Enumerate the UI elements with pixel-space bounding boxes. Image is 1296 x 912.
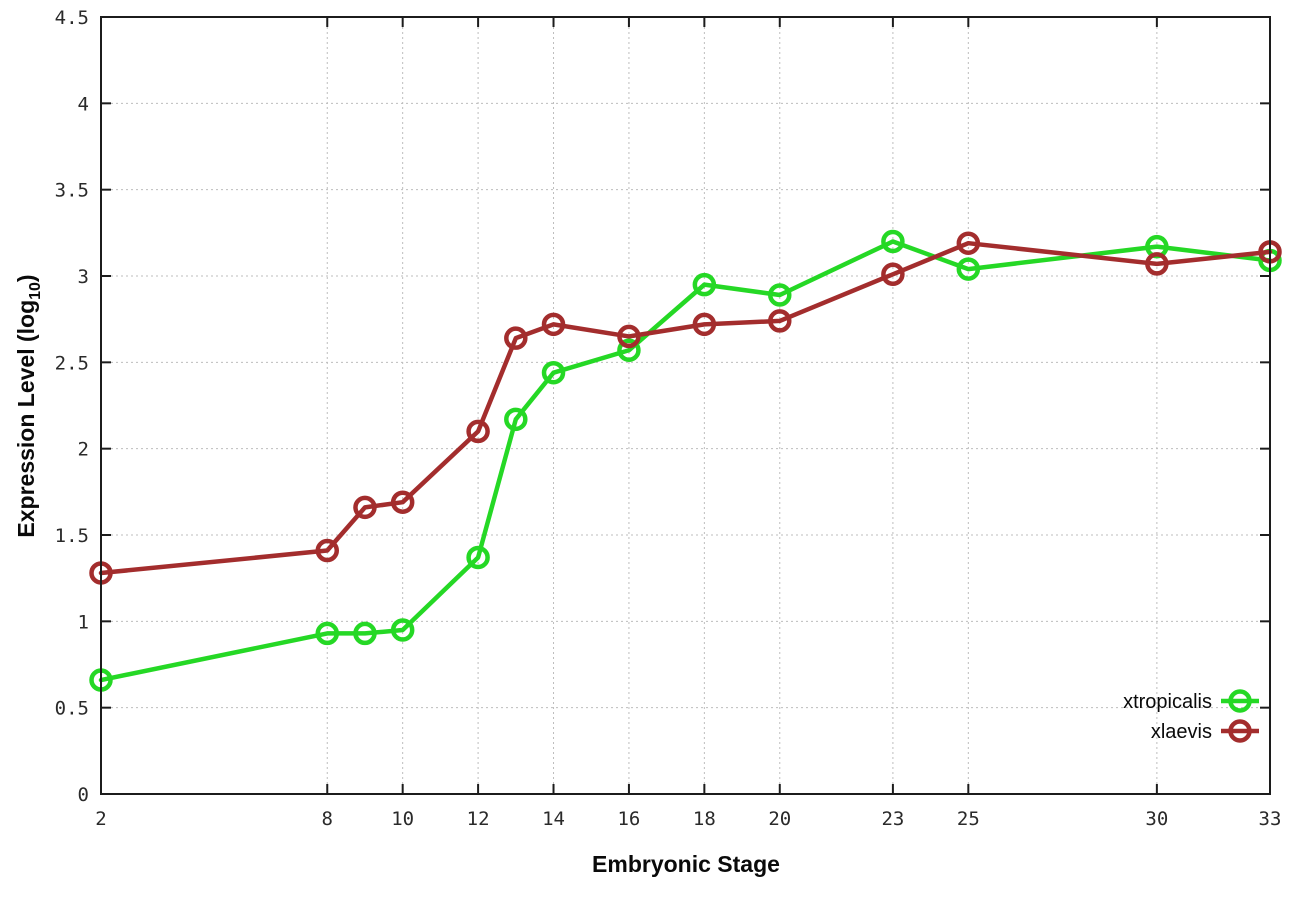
series-line-xtropicalis [98,239,1273,683]
data-point-xtropicalis [541,360,566,385]
x-tick-label: 10 [391,808,414,830]
legend-marker-xlaevis [1228,719,1252,743]
x-tick-label: 30 [1145,808,1168,830]
tick-label-layer: 2 8 10 12 14 16 18 20 23 25 30 33 0 0.5 1 1.5 2 2.5 3 3.5 4 4… [55,7,1282,830]
x-tick-label: 12 [467,808,490,830]
y-axis-title: Expression Level (log10) [13,274,44,537]
y-tick-label: 2 [78,439,89,461]
y-tick-label: 2.5 [55,352,89,374]
y-tick-label: 1 [78,611,89,633]
data-point-xtropicalis [768,283,792,307]
data-point-xtropicalis [504,407,528,432]
data-point-xlaevis [617,324,641,349]
legend-entry-xlaevis: xlaevis [1151,719,1259,743]
y-axis-title-subscript: 10 [27,282,44,300]
data-point-xtropicalis [353,621,377,646]
x-tick-label: 25 [957,808,980,830]
data-point-xlaevis [466,419,490,444]
y-tick-label: 4 [78,93,89,115]
data-point-xlaevis [768,309,792,333]
data-point-xlaevis [504,326,528,350]
legend-entry-xtropicalis: xtropicalis [1123,689,1259,713]
y-tick-label: 0.5 [55,698,89,720]
x-tick-label: 2 [95,808,106,830]
data-point-xtropicalis [390,618,415,642]
y-tick-label: 3 [78,266,89,288]
data-point-xtropicalis [617,338,641,362]
x-tick-label: 20 [768,808,791,830]
y-tick-label: 1.5 [55,525,89,547]
y-tick-label: 0 [78,784,89,806]
series-line-xlaevis [98,240,1273,576]
data-point-xlaevis [1145,252,1169,276]
y-tick-label: 4.5 [55,7,89,29]
tick-layer [100,16,1271,795]
legend-marker-xtropicalis [1228,689,1252,713]
data-point-xtropicalis [956,257,981,281]
x-axis-title: Embryonic Stage [592,851,780,877]
x-tick-label: 23 [881,808,904,830]
y-axis-title-tail: ) [13,274,39,282]
data-point-xlaevis [956,231,981,255]
axes-border-layer [100,16,1271,795]
data-point-xlaevis [692,312,717,337]
data-point-xtropicalis [315,621,340,646]
plot-border [100,16,1271,795]
x-tick-label: 14 [542,808,565,830]
x-tick-label: 16 [617,808,640,830]
data-point-xlaevis [390,490,415,514]
data-point-xlaevis [881,262,905,287]
data-point-xlaevis [315,538,340,563]
data-point-xtropicalis [466,545,490,570]
legend: xtropicalis xlaevis [1123,689,1259,743]
data-point-xlaevis [541,312,566,337]
data-point-xlaevis [353,495,377,520]
legend-label-xtropicalis: xtropicalis [1123,691,1212,713]
x-tick-label: 18 [693,808,716,830]
y-tick-label: 3.5 [55,180,89,202]
data-point-xtropicalis [881,229,905,254]
data-point-xtropicalis [692,272,717,297]
x-tick-label: 33 [1259,808,1282,830]
legend-label-xlaevis: xlaevis [1151,721,1212,743]
grid-layer [101,17,1270,794]
y-axis-title-main: Expression Level (log [13,300,39,538]
x-tick-label: 8 [322,808,333,830]
